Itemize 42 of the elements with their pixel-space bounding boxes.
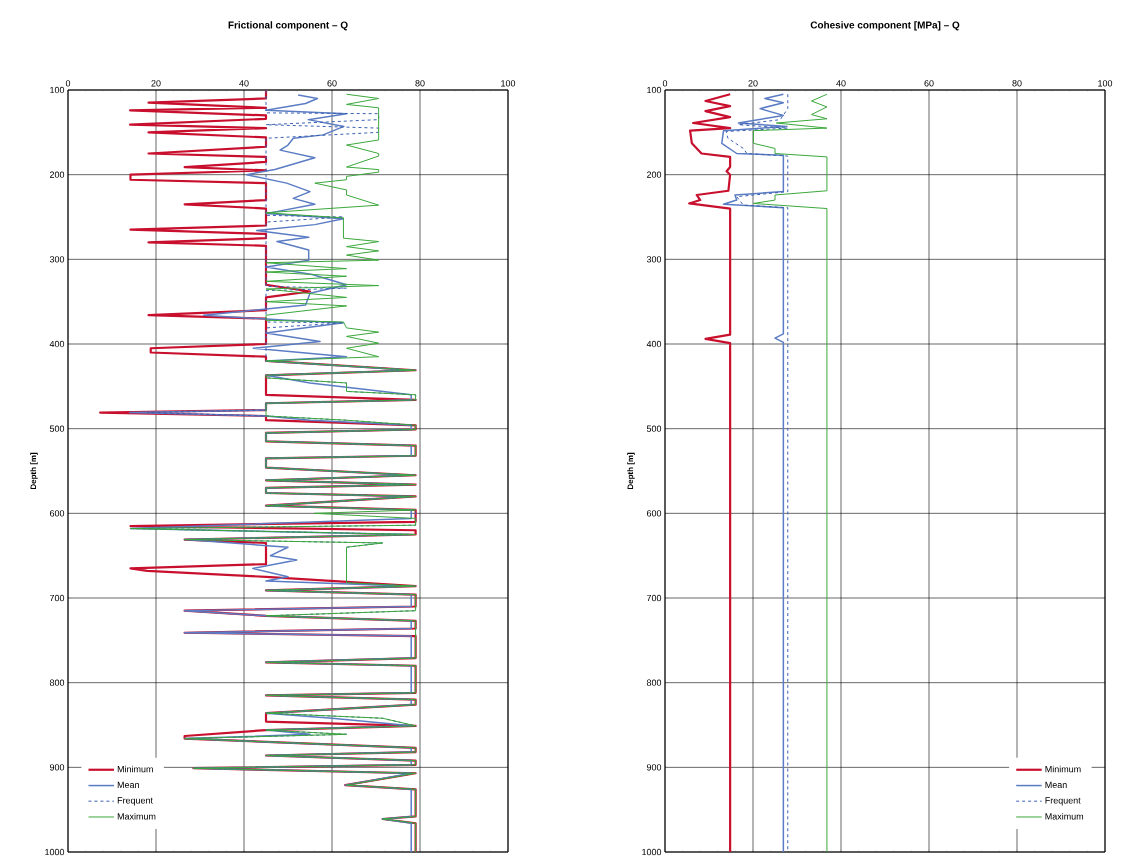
x-tick-label: 60 <box>924 80 934 87</box>
x-tick-label: 100 <box>501 80 516 87</box>
legend-label: Maximum <box>1045 812 1084 820</box>
y-tick-label: 700 <box>646 594 662 602</box>
y-tick-label: 600 <box>646 510 662 517</box>
legend-label: Mean <box>1045 781 1067 788</box>
x-tick-label: 80 <box>1012 80 1022 87</box>
legend-label: Minimum <box>117 765 153 773</box>
x-tick-label: 40 <box>836 80 846 87</box>
x-tick-label: 20 <box>748 80 758 87</box>
y-tick-label: 400 <box>49 340 65 348</box>
y-tick-label: 1000 <box>642 848 662 856</box>
y-tick-label: 900 <box>49 764 65 771</box>
y-tick-label: 500 <box>49 425 65 432</box>
y-tick-label: 500 <box>646 425 662 432</box>
legend-label: Frequent <box>1045 797 1081 806</box>
y-tick-label: 700 <box>49 594 65 602</box>
y-tick-label: 300 <box>49 256 65 263</box>
legend-label: Mean <box>117 781 139 788</box>
x-tick-label: 20 <box>151 80 161 87</box>
y-tick-label: 100 <box>647 86 662 94</box>
x-tick-label: 80 <box>415 80 425 87</box>
y-tick-label: 200 <box>646 171 662 178</box>
chart-title: Frictional component – Q <box>228 21 348 31</box>
legend-label: Maximum <box>117 812 156 820</box>
y-tick-label: 100 <box>50 86 65 94</box>
x-tick-label: 0 <box>662 80 668 87</box>
x-tick-label: 100 <box>1098 80 1113 87</box>
y-tick-label: 800 <box>49 679 65 686</box>
y-tick-label: 300 <box>646 256 662 263</box>
y-tick-label: 200 <box>49 171 65 178</box>
x-tick-label: 0 <box>65 80 71 87</box>
legend-label: Frequent <box>117 797 153 806</box>
y-tick-label: 1000 <box>45 848 65 856</box>
y-tick-label: 600 <box>49 510 65 517</box>
x-tick-label: 60 <box>327 80 337 87</box>
y-tick-label: 400 <box>646 340 662 348</box>
y-tick-label: 800 <box>646 679 662 686</box>
x-tick-label: 40 <box>239 80 249 87</box>
y-tick-label: 900 <box>646 764 662 771</box>
legend-label: Minimum <box>1045 765 1081 773</box>
chart-title: Cohesive component [MPa] – Q <box>810 21 960 31</box>
